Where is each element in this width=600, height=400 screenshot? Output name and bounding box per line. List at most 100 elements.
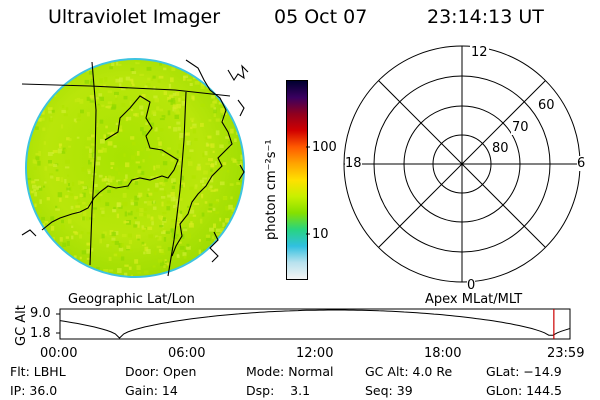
image-pixel — [205, 162, 210, 166]
image-pixel — [218, 102, 224, 105]
image-pixel — [126, 116, 132, 121]
image-pixel — [229, 183, 234, 186]
image-pixel — [160, 252, 165, 255]
image-pixel — [134, 180, 139, 185]
image-pixel — [171, 67, 176, 72]
image-pixel — [189, 217, 193, 221]
image-pixel — [225, 136, 231, 139]
image-pixel — [237, 159, 241, 165]
image-pixel — [161, 201, 164, 207]
image-pixel — [186, 140, 191, 146]
image-pixel — [118, 247, 124, 252]
image-pixel — [120, 256, 125, 261]
image-pixel — [183, 133, 189, 136]
image-pixel — [188, 161, 193, 166]
image-pixel — [174, 109, 179, 113]
image-pixel — [55, 169, 59, 172]
image-pixel — [141, 241, 145, 245]
image-pixel — [84, 79, 90, 84]
image-pixel — [167, 263, 171, 266]
image-pixel — [41, 216, 45, 221]
image-pixel — [29, 190, 34, 194]
image-pixel — [55, 208, 60, 211]
image-pixel — [108, 256, 112, 261]
image-pixel — [93, 91, 98, 94]
image-pixel — [186, 245, 191, 250]
image-pixel — [152, 200, 156, 204]
image-pixel — [202, 179, 208, 184]
image-pixel — [65, 236, 69, 239]
image-pixel — [141, 227, 147, 230]
image-pixel — [157, 235, 162, 241]
image-pixel — [77, 180, 81, 185]
image-pixel — [50, 225, 55, 231]
image-pixel — [82, 192, 86, 198]
image-pixel — [167, 110, 171, 116]
image-pixel — [29, 194, 34, 199]
image-pixel — [92, 162, 95, 167]
image-pixel — [151, 221, 154, 226]
image-pixel — [156, 106, 160, 111]
image-pixel — [86, 232, 92, 235]
image-pixel — [189, 149, 194, 152]
image-pixel — [147, 226, 153, 230]
image-pixel — [43, 141, 46, 145]
image-pixel — [143, 212, 147, 216]
image-pixel — [131, 80, 134, 85]
image-pixel — [117, 129, 123, 132]
image-pixel — [33, 166, 37, 170]
coastline — [209, 231, 219, 263]
colorbar — [286, 80, 308, 280]
image-pixel — [128, 266, 132, 270]
image-pixel — [109, 179, 113, 183]
image-pixel — [109, 66, 113, 70]
image-pixel — [62, 147, 66, 151]
colorbar-tick-100: 100 — [312, 140, 337, 155]
image-pixel — [123, 153, 126, 158]
image-pixel — [119, 83, 122, 89]
image-pixel — [37, 160, 41, 166]
image-pixel — [208, 203, 213, 207]
image-pixel — [125, 162, 130, 168]
image-pixel — [159, 61, 163, 66]
image-pixel — [134, 259, 139, 264]
image-pixel — [111, 231, 116, 236]
image-pixel — [65, 195, 69, 198]
image-pixel — [113, 253, 118, 257]
image-pixel — [98, 193, 103, 196]
image-pixel — [73, 255, 77, 259]
image-pixel — [110, 166, 113, 169]
image-pixel — [200, 84, 205, 90]
image-pixel — [176, 150, 179, 154]
image-pixel — [107, 90, 113, 94]
image-pixel — [71, 235, 74, 240]
image-pixel — [93, 196, 97, 200]
image-pixel — [48, 162, 54, 167]
param-seq: Seq: 39 — [365, 383, 413, 398]
image-pixel — [202, 183, 206, 187]
map-overlay — [21, 59, 249, 277]
image-pixel — [125, 117, 128, 122]
apex-label: Apex MLat/MLT — [425, 292, 523, 307]
image-pixel — [140, 111, 144, 116]
image-pixel — [160, 150, 163, 154]
image-pixel — [130, 202, 136, 206]
image-pixel — [125, 220, 130, 224]
image-pixel — [157, 214, 162, 219]
image-pixel — [139, 105, 144, 110]
image-pixel — [116, 62, 119, 66]
image-pixel — [170, 77, 174, 83]
image-pixel — [168, 99, 173, 103]
image-pixel — [136, 265, 141, 270]
image-pixel — [107, 141, 113, 146]
image-pixel — [82, 201, 86, 205]
orbit-x-tick: 23:59 — [547, 346, 585, 361]
image-pixel — [168, 83, 172, 89]
image-pixel — [159, 118, 165, 121]
image-pixel — [92, 213, 95, 218]
image-pixel — [228, 141, 231, 145]
image-pixel — [190, 117, 195, 121]
image-pixel — [81, 167, 85, 172]
image-pixel — [88, 70, 94, 75]
image-pixel — [130, 136, 135, 140]
